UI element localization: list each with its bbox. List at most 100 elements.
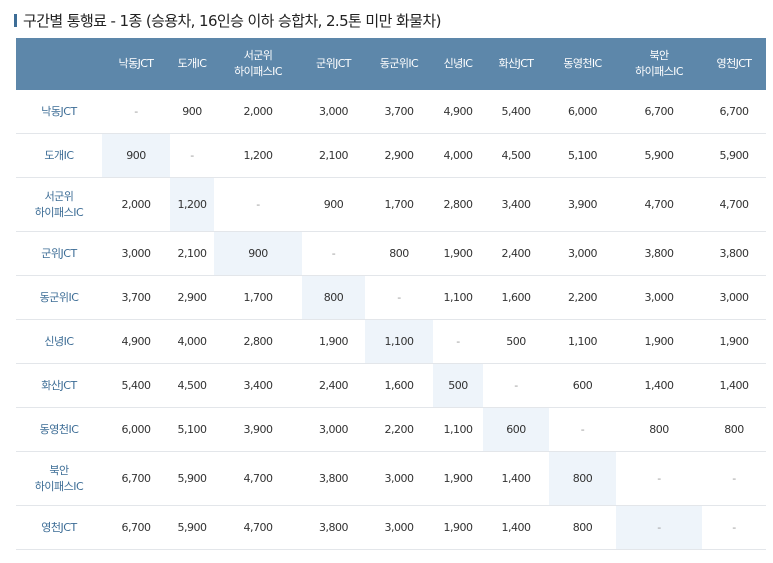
fare-cell: 1,900 — [433, 231, 483, 276]
fare-cell: 3,000 — [365, 505, 433, 550]
title-accent-bar — [14, 13, 17, 27]
fare-cell: 1,400 — [616, 363, 702, 408]
fare-cell: 2,100 — [302, 133, 365, 178]
fare-cell: 1,600 — [483, 275, 549, 320]
fare-cell: 2,200 — [549, 275, 616, 320]
fare-cell: 6,700 — [102, 505, 170, 550]
row-header: 낙동JCT — [16, 90, 102, 134]
fare-cell: - — [433, 319, 483, 364]
toll-fare-table: 낙동JCT 도개IC 서군위 하이패스IC 군위JCT 동군위IC 신녕IC 화산JCT 동영… — [16, 38, 766, 550]
table-row: 북안 하이패스IC 6,700 5,900 4,700 3,800 3,000 1,900 1… — [16, 451, 766, 506]
row-header: 도개IC — [16, 133, 102, 178]
fare-cell: 2,800 — [214, 319, 302, 364]
fare-cell: 3,000 — [102, 231, 170, 276]
fare-cell: 4,000 — [170, 319, 214, 364]
fare-cell: 1,900 — [433, 505, 483, 550]
fare-cell: 3,800 — [702, 231, 766, 276]
fare-cell: 4,700 — [214, 451, 302, 506]
fare-cell: 1,400 — [483, 505, 549, 550]
fare-cell: 1,900 — [616, 319, 702, 364]
row-header: 북안 하이패스IC — [16, 451, 102, 506]
column-header: 서군위 하이패스IC — [214, 38, 302, 90]
fare-cell: 3,000 — [302, 407, 365, 452]
fare-cell: 5,900 — [616, 133, 702, 178]
table-corner-cell — [16, 38, 102, 90]
column-header: 신녕IC — [433, 38, 483, 90]
fare-cell: 3,000 — [616, 275, 702, 320]
fare-cell: 800 — [549, 505, 616, 550]
table-row: 영천JCT 6,700 5,900 4,700 3,800 3,000 1,900 1,400… — [16, 505, 766, 550]
fare-cell: 1,900 — [433, 451, 483, 506]
fare-cell: - — [702, 451, 766, 506]
fare-cell: 3,700 — [102, 275, 170, 320]
fare-cell: 3,000 — [549, 231, 616, 276]
fare-cell: 4,700 — [702, 177, 766, 232]
fare-cell: - — [616, 451, 702, 506]
fare-cell: 4,500 — [483, 133, 549, 178]
fare-cell: 1,700 — [365, 177, 433, 232]
fare-cell: 800 — [702, 407, 766, 452]
fare-cell: 800 — [549, 451, 616, 506]
fare-cell: 1,400 — [702, 363, 766, 408]
fare-cell: 3,800 — [302, 505, 365, 550]
fare-cell: 500 — [433, 363, 483, 408]
fare-cell: 900 — [214, 231, 302, 276]
column-header: 동영천IC — [549, 38, 616, 90]
fare-cell: - — [365, 275, 433, 320]
fare-cell: - — [214, 177, 302, 232]
fare-cell: 5,900 — [702, 133, 766, 178]
fare-cell: 1,900 — [302, 319, 365, 364]
table-row: 화산JCT 5,400 4,500 3,400 2,400 1,600 500-600 1,4… — [16, 363, 766, 408]
fare-cell: 600 — [549, 363, 616, 408]
column-header: 동군위IC — [365, 38, 433, 90]
row-header: 영천JCT — [16, 505, 102, 550]
fare-cell: 1,700 — [214, 275, 302, 320]
fare-cell: 800 — [365, 231, 433, 276]
fare-cell: 2,900 — [170, 275, 214, 320]
page-title: 구간별 통행료 - 1종 (승용차, 16인승 이하 승합차, 2.5톤 미만 … — [14, 9, 441, 31]
fare-cell: 600 — [483, 407, 549, 452]
fare-cell: - — [549, 407, 616, 452]
fare-cell: 800 — [616, 407, 702, 452]
fare-cell: 1,100 — [365, 319, 433, 364]
table-row: 도개IC 900-1,200 2,100 2,900 4,000 4,500 5,100 5,… — [16, 133, 766, 178]
fare-cell: 2,200 — [365, 407, 433, 452]
fare-cell: 1,400 — [483, 451, 549, 506]
fare-cell: 6,000 — [549, 90, 616, 134]
fare-cell: 4,900 — [102, 319, 170, 364]
fare-cell: 2,000 — [102, 177, 170, 232]
fare-cell: - — [302, 231, 365, 276]
row-header: 군위JCT — [16, 231, 102, 276]
fare-cell: 3,900 — [549, 177, 616, 232]
column-header: 군위JCT — [302, 38, 365, 90]
fare-cell: 2,400 — [302, 363, 365, 408]
fare-cell: - — [170, 133, 214, 178]
table-header-row: 낙동JCT 도개IC 서군위 하이패스IC 군위JCT 동군위IC 신녕IC 화산JCT 동영… — [16, 38, 766, 90]
fare-cell: 5,900 — [170, 505, 214, 550]
fare-cell: 1,200 — [170, 177, 214, 232]
column-header: 북안 하이패스IC — [616, 38, 702, 90]
fare-cell: 6,700 — [102, 451, 170, 506]
fare-cell: 3,900 — [214, 407, 302, 452]
page-title-text: 구간별 통행료 - 1종 (승용차, 16인승 이하 승합차, 2.5톤 미만 … — [23, 11, 441, 30]
fare-cell: 5,100 — [170, 407, 214, 452]
fare-cell: 800 — [302, 275, 365, 320]
fare-cell: 3,400 — [483, 177, 549, 232]
fare-cell: 1,600 — [365, 363, 433, 408]
table-row: 신녕IC 4,900 4,000 2,800 1,900 1,100-500 1,100 1,… — [16, 319, 766, 364]
fare-cell: 1,100 — [433, 407, 483, 452]
column-header: 도개IC — [170, 38, 214, 90]
fare-cell: 5,100 — [549, 133, 616, 178]
fare-cell: 5,400 — [483, 90, 549, 134]
table-row: 동군위IC 3,700 2,900 1,700 800-1,100 1,600 2,200 3… — [16, 275, 766, 320]
fare-cell: 2,000 — [214, 90, 302, 134]
table-row: 서군위 하이패스IC 2,000 1,200-900 1,700 2,800 3,400 3… — [16, 177, 766, 232]
column-header: 영천JCT — [702, 38, 766, 90]
fare-cell: 2,800 — [433, 177, 483, 232]
fare-cell: 900 — [102, 133, 170, 178]
fare-cell: 6,700 — [702, 90, 766, 134]
table-row: 군위JCT 3,000 2,100 900-800 1,900 2,400 3,000 3,8… — [16, 231, 766, 276]
fare-cell: 3,400 — [214, 363, 302, 408]
table-row: 동영천IC 6,000 5,100 3,900 3,000 2,200 1,100 600-8… — [16, 407, 766, 452]
fare-cell: 3,800 — [302, 451, 365, 506]
